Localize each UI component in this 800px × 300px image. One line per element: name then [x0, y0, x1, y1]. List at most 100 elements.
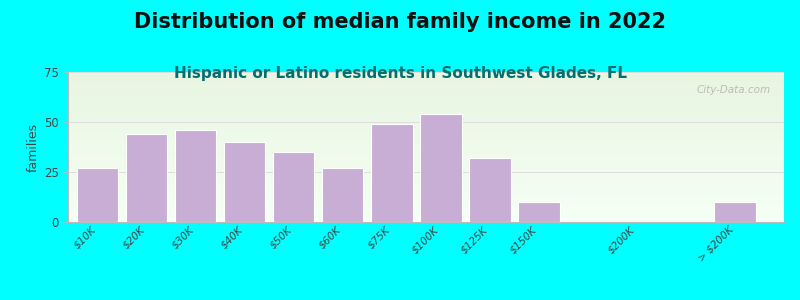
Bar	[68, 110, 784, 111]
Bar	[68, 177, 784, 178]
Bar	[68, 174, 784, 175]
Bar	[68, 168, 784, 169]
Bar	[68, 81, 784, 82]
Bar	[68, 204, 784, 205]
Bar	[68, 166, 784, 167]
Bar	[68, 104, 784, 105]
Bar	[68, 77, 784, 78]
Bar	[77, 168, 118, 222]
Bar	[68, 122, 784, 123]
Bar	[68, 217, 784, 218]
Bar	[68, 205, 784, 206]
Bar	[68, 115, 784, 116]
Bar	[68, 85, 784, 86]
Bar	[68, 211, 784, 212]
Bar	[469, 158, 510, 222]
Bar	[68, 135, 784, 136]
Bar	[68, 132, 784, 133]
Bar	[68, 216, 784, 217]
Bar	[68, 105, 784, 106]
Bar	[68, 88, 784, 89]
Bar	[68, 126, 784, 127]
Bar	[68, 189, 784, 190]
Bar	[68, 103, 784, 104]
Bar	[68, 198, 784, 199]
Bar	[68, 181, 784, 182]
Y-axis label: families: families	[27, 122, 40, 172]
Bar	[68, 100, 784, 101]
Bar	[68, 78, 784, 79]
Bar	[68, 139, 784, 140]
Bar	[68, 138, 784, 139]
Bar	[68, 184, 784, 185]
Bar	[68, 208, 784, 209]
Bar	[371, 124, 413, 222]
Bar	[68, 176, 784, 177]
Bar	[68, 92, 784, 93]
Bar	[68, 129, 784, 130]
Bar	[68, 114, 784, 115]
Bar	[68, 218, 784, 219]
Bar	[68, 83, 784, 84]
Bar	[68, 106, 784, 107]
Bar	[68, 179, 784, 180]
Bar	[68, 111, 784, 112]
Bar	[68, 214, 784, 215]
Bar	[68, 72, 784, 73]
Bar	[68, 190, 784, 191]
Bar	[322, 168, 363, 222]
Bar	[68, 119, 784, 120]
Bar	[68, 101, 784, 102]
Bar	[68, 220, 784, 221]
Bar	[68, 194, 784, 195]
Bar	[68, 169, 784, 170]
Bar	[68, 154, 784, 155]
Bar	[68, 118, 784, 119]
Bar	[126, 134, 167, 222]
Bar	[68, 219, 784, 220]
Bar	[68, 100, 784, 101]
Bar	[68, 121, 784, 122]
Bar	[68, 95, 784, 96]
Bar	[68, 148, 784, 149]
Bar	[68, 180, 784, 181]
Bar	[68, 187, 784, 188]
Bar	[518, 202, 560, 222]
Bar	[68, 167, 784, 168]
Bar	[68, 206, 784, 207]
Bar	[68, 86, 784, 87]
Bar	[68, 76, 784, 77]
Bar	[68, 182, 784, 183]
Bar	[68, 120, 784, 121]
Bar	[68, 172, 784, 173]
Bar	[68, 175, 784, 176]
Bar	[68, 125, 784, 126]
Bar	[68, 128, 784, 129]
Bar	[68, 149, 784, 150]
Text: City-Data.com: City-Data.com	[697, 85, 771, 95]
Bar	[273, 152, 314, 222]
Bar	[68, 178, 784, 179]
Bar	[68, 84, 784, 85]
Bar	[68, 210, 784, 211]
Bar	[68, 127, 784, 128]
Bar	[68, 134, 784, 135]
Bar	[68, 130, 784, 131]
Bar	[68, 197, 784, 198]
Bar	[68, 133, 784, 134]
Bar	[68, 160, 784, 161]
Text: Hispanic or Latino residents in Southwest Glades, FL: Hispanic or Latino residents in Southwes…	[174, 66, 626, 81]
Bar	[68, 109, 784, 110]
Bar	[68, 123, 784, 124]
Bar	[68, 89, 784, 90]
Bar	[68, 158, 784, 159]
Bar	[68, 75, 784, 76]
Bar	[68, 213, 784, 214]
Bar	[68, 183, 784, 184]
Bar	[68, 221, 784, 222]
Bar	[68, 185, 784, 186]
Bar	[68, 137, 784, 138]
Bar	[68, 150, 784, 151]
Bar	[68, 91, 784, 92]
Text: Distribution of median family income in 2022: Distribution of median family income in …	[134, 12, 666, 32]
